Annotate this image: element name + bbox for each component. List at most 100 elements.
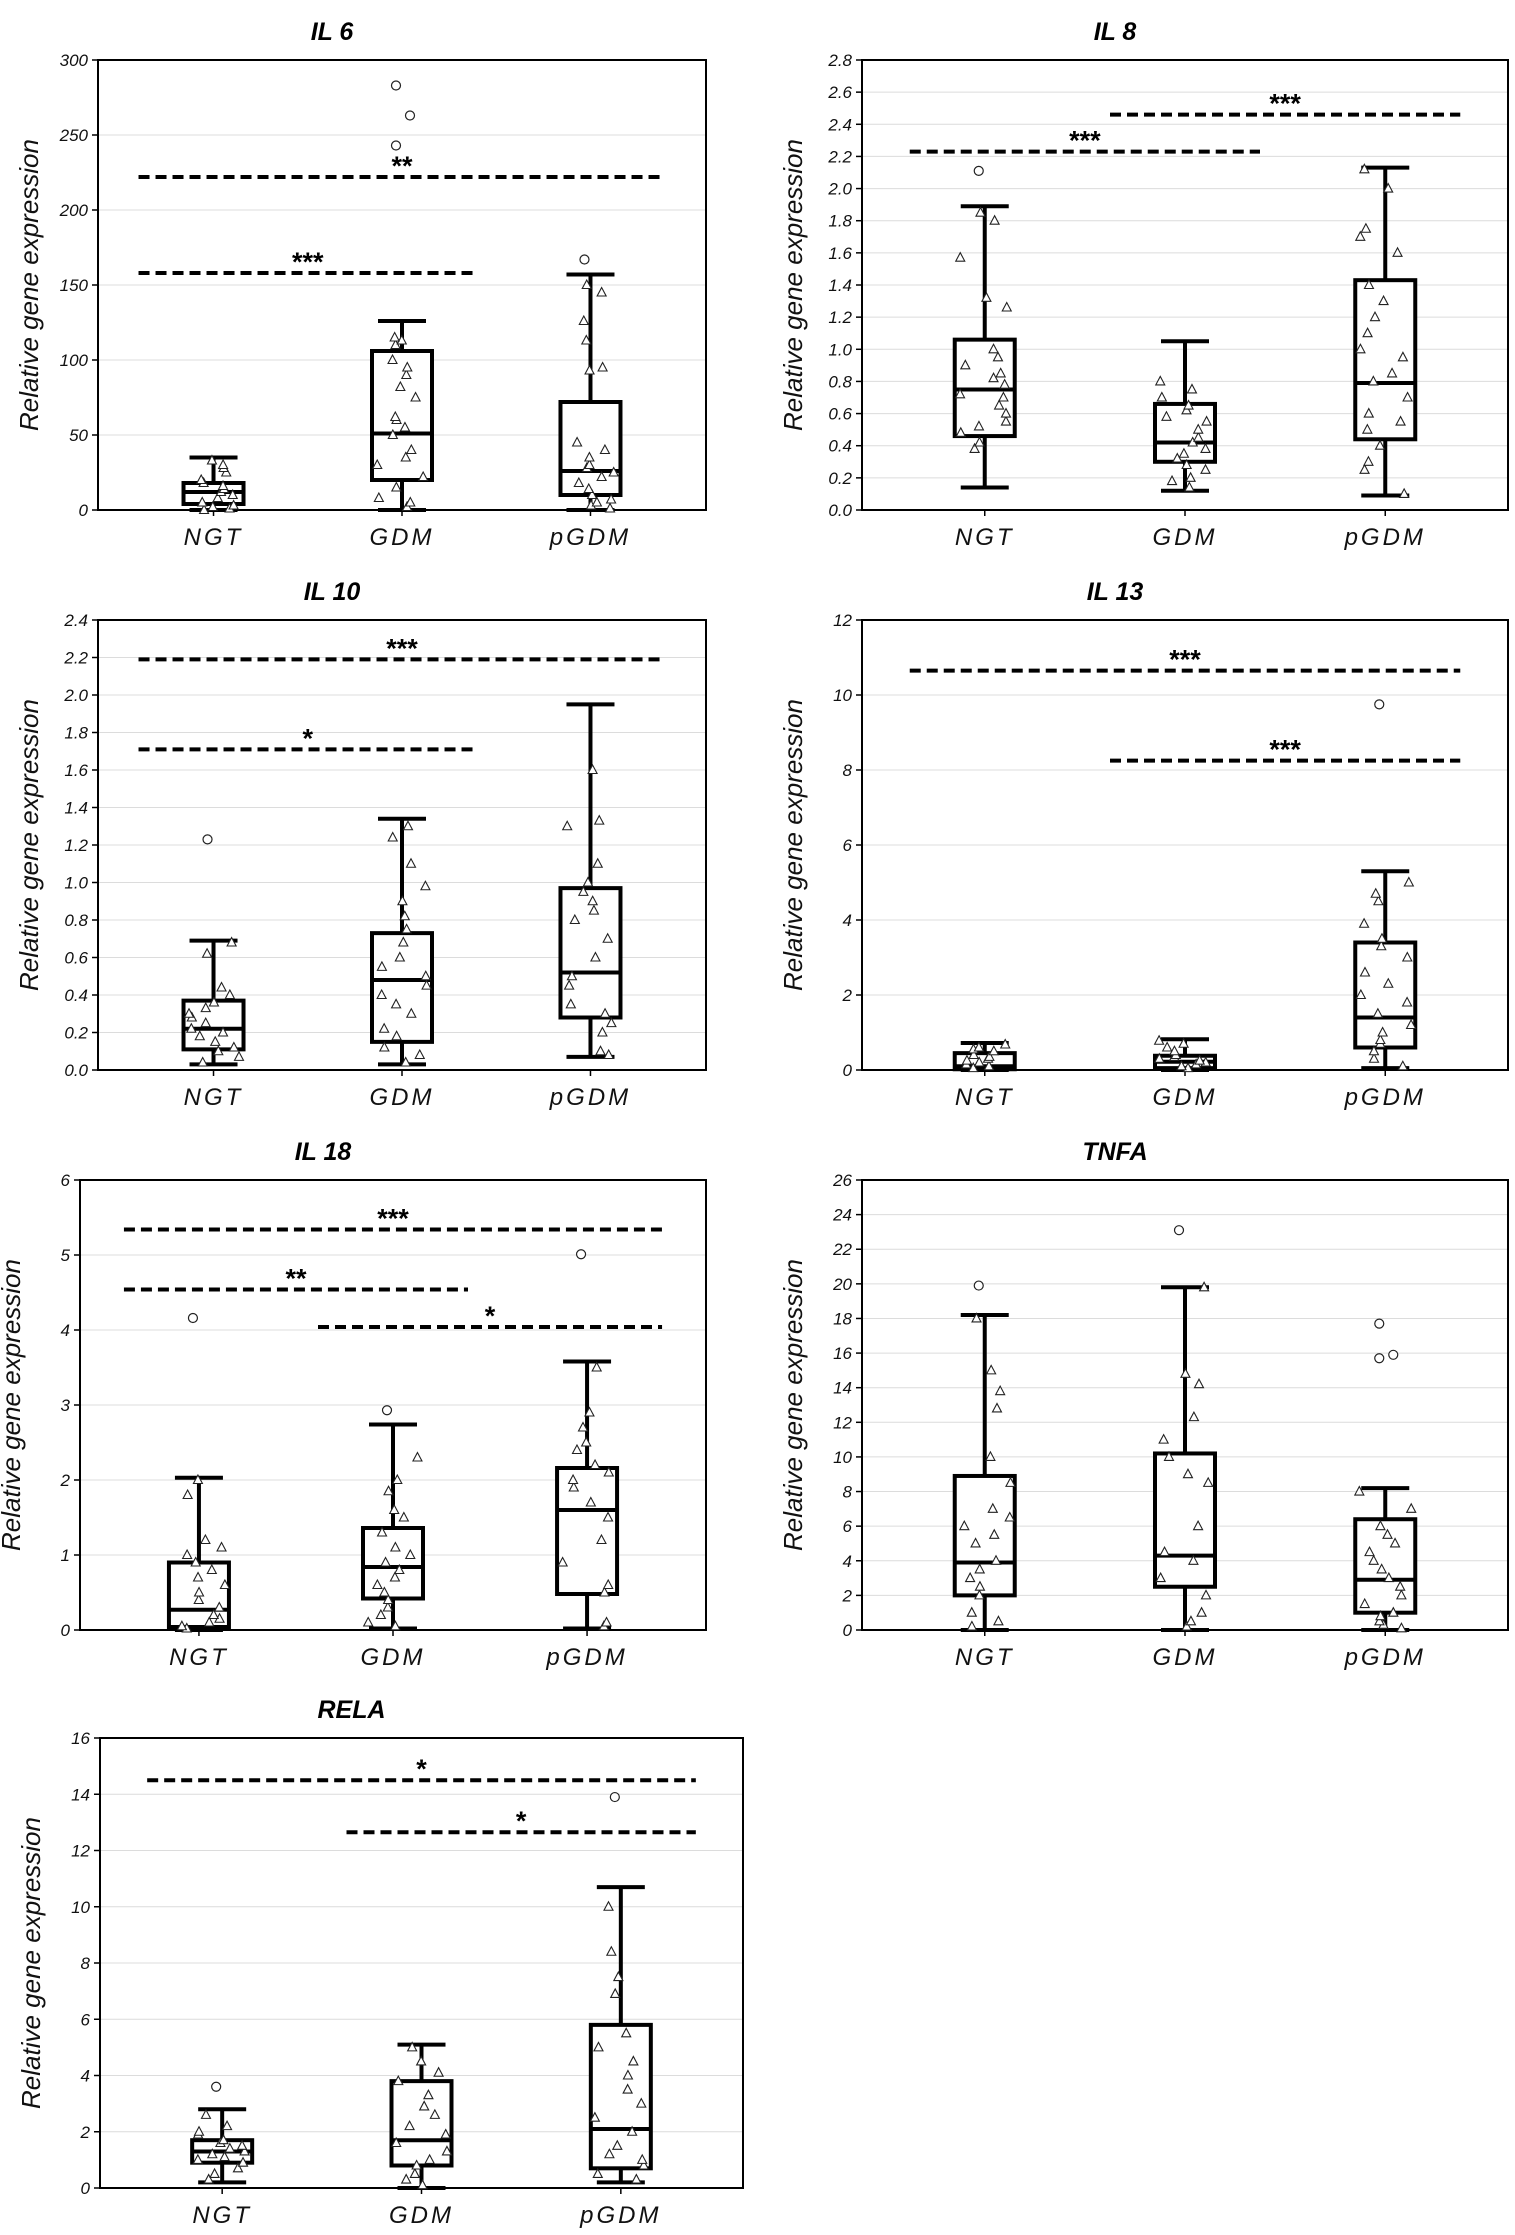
data-point — [959, 359, 971, 370]
data-point — [958, 1519, 970, 1531]
y-tick-label: 12 — [71, 1842, 90, 1861]
data-point — [567, 1473, 579, 1485]
data-point — [412, 1451, 423, 1462]
data-point — [1202, 1476, 1214, 1487]
data-point — [604, 502, 616, 513]
outlier-point — [390, 80, 402, 91]
y-tick-label: 0.4 — [64, 986, 88, 1005]
data-point — [199, 1533, 211, 1545]
data-point — [414, 1048, 426, 1060]
y-tick-label: 0.2 — [64, 1024, 88, 1043]
data-point — [582, 876, 594, 887]
data-point — [955, 426, 967, 437]
data-point — [380, 1556, 391, 1567]
data-point — [638, 2159, 650, 2170]
x-category-label: pGDM — [1344, 524, 1426, 551]
data-point — [236, 2139, 248, 2150]
data-point — [371, 1578, 383, 1590]
significance-label: *** — [1269, 89, 1301, 119]
y-tick-label: 4 — [61, 1321, 70, 1340]
data-point — [1183, 481, 1195, 492]
y-tick-label: 2 — [842, 986, 853, 1005]
outlier-point — [1374, 1318, 1385, 1329]
data-point — [992, 351, 1004, 362]
data-point — [389, 1541, 401, 1552]
data-point — [421, 979, 432, 990]
box-iqr — [361, 1526, 425, 1601]
y-tick-label: 200 — [59, 201, 89, 220]
significance-label: *** — [386, 633, 418, 663]
data-point — [1375, 1519, 1386, 1531]
data-point — [603, 1466, 615, 1477]
y-tick-label: 3 — [61, 1396, 71, 1415]
data-point — [209, 2167, 220, 2178]
data-point — [1178, 1037, 1190, 1048]
data-point — [1374, 1033, 1386, 1045]
chart-title: RELA — [317, 1696, 385, 1724]
data-point — [596, 470, 608, 482]
data-point — [1387, 1606, 1399, 1617]
data-point — [1176, 1060, 1187, 1071]
data-point — [390, 2136, 402, 2148]
chart-panel: IL 13 0 2 4 6 8 10 12 Relative gene expression NG… — [778, 578, 1509, 1111]
data-point — [391, 1030, 403, 1041]
data-point — [970, 1537, 981, 1548]
data-point — [1353, 1485, 1365, 1496]
data-point — [400, 1056, 412, 1067]
x-category-label: NGT — [192, 2202, 252, 2229]
data-point — [193, 1593, 205, 1605]
data-point — [418, 2100, 430, 2111]
data-point — [1375, 1609, 1386, 1621]
data-point — [203, 1616, 215, 1627]
chart-title: TNFA — [1082, 1138, 1147, 1166]
y-tick-label: 1.6 — [828, 244, 852, 263]
data-point — [181, 1548, 193, 1560]
data-point — [561, 820, 573, 831]
data-point — [1375, 940, 1387, 951]
data-point — [203, 2173, 215, 2184]
data-point — [1354, 230, 1366, 241]
y-tick-label: 1.4 — [64, 799, 88, 818]
data-point — [994, 1384, 1006, 1396]
significance-label: *** — [1169, 645, 1201, 675]
y-tick-label: 2.6 — [827, 83, 852, 102]
chart-title: IL 6 — [311, 18, 355, 46]
data-point — [1376, 932, 1388, 943]
data-point — [597, 361, 609, 372]
data-point — [591, 1361, 603, 1372]
data-point — [401, 923, 413, 934]
data-point — [589, 2111, 601, 2122]
data-point — [1363, 407, 1375, 418]
data-point — [424, 2153, 436, 2164]
data-point — [999, 378, 1011, 389]
data-point — [398, 1511, 410, 1522]
data-point — [995, 367, 1007, 378]
data-point — [217, 479, 229, 491]
y-tick-label: 8 — [81, 1954, 91, 1973]
data-point — [394, 380, 406, 392]
data-point — [1382, 1528, 1393, 1539]
data-point — [589, 1458, 601, 1470]
data-point — [1359, 966, 1371, 977]
data-point — [417, 2179, 428, 2190]
data-point — [1159, 1545, 1170, 1557]
y-tick-label: 0 — [81, 2179, 91, 2198]
data-point — [605, 493, 617, 504]
y-tick-label: 16 — [833, 1344, 852, 1363]
data-point — [1402, 391, 1413, 402]
data-point — [1154, 375, 1166, 386]
data-point — [593, 2041, 604, 2052]
data-point — [961, 1054, 973, 1065]
data-point — [1401, 951, 1413, 962]
data-point — [596, 1026, 608, 1037]
data-point — [566, 970, 578, 981]
y-tick-label: 2.0 — [63, 686, 88, 705]
data-point — [390, 998, 402, 1009]
y-tick-label: 2 — [60, 1471, 71, 1490]
data-point — [1153, 1052, 1165, 1063]
y-tick-label: 2.4 — [63, 611, 88, 630]
data-point — [1358, 917, 1370, 928]
data-point — [580, 1436, 592, 1447]
data-point — [1200, 463, 1211, 474]
